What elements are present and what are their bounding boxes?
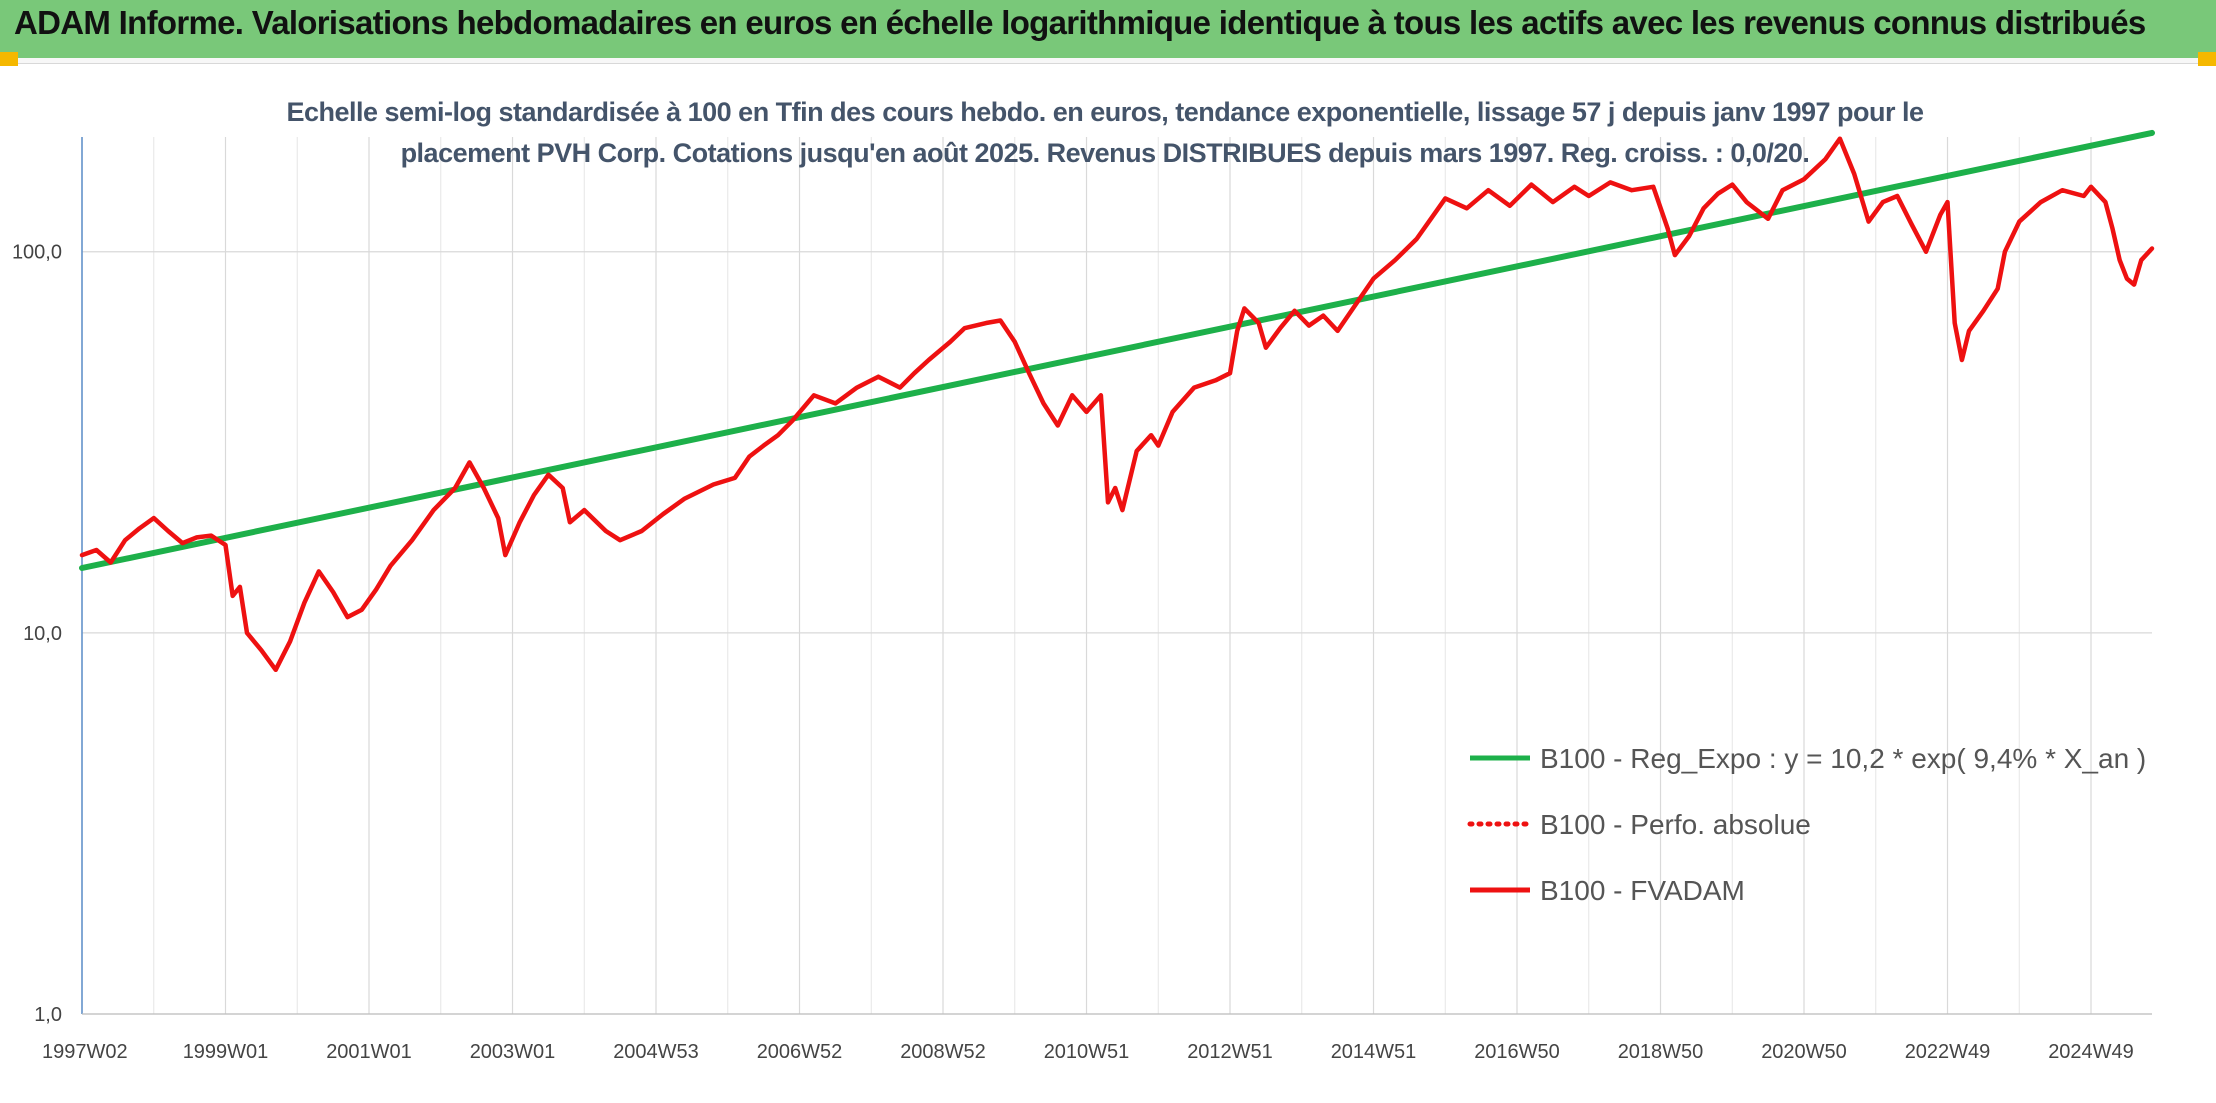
x-tick-label: 1997W02 (42, 1041, 128, 1063)
series-layer (79, 129, 2155, 673)
y-tick-label: 10,0 (23, 623, 62, 645)
x-tick-label: 2022W49 (1905, 1041, 1991, 1063)
legend-entry-label: B100 - FVADAM (1540, 875, 1745, 906)
legend-entry-label: B100 - Perfo. absolue (1540, 809, 1811, 840)
x-tick-label: 2014W51 (1331, 1041, 1417, 1063)
legend: B100 - Reg_Expo : y = 10,2 * exp( 9,4% *… (1467, 743, 2146, 906)
x-tick-label: 2008W52 (900, 1041, 986, 1063)
x-tick-label: 2012W51 (1187, 1041, 1273, 1063)
y-tick-label: 1,0 (34, 1004, 62, 1026)
legend-entry-label: B100 - Reg_Expo : y = 10,2 * exp( 9,4% *… (1540, 743, 2146, 774)
grid (81, 137, 2152, 1015)
x-tick-label: 2006W52 (757, 1041, 843, 1063)
x-tick-label: 2010W51 (1044, 1041, 1130, 1063)
series-line-reg-expo (79, 129, 2155, 571)
x-tick-label: 1999W01 (183, 1041, 269, 1063)
corner-marker-right (2198, 52, 2216, 66)
series-line-fvadam (79, 136, 2155, 673)
header-divider (0, 58, 2216, 64)
x-tick-label: 2003W01 (470, 1041, 556, 1063)
x-tick-label: 2018W50 (1618, 1041, 1704, 1063)
x-tick-label: 2004W53 (613, 1041, 699, 1063)
chart-title-line-2: placement PVH Corp. Cotations jusqu'en a… (400, 138, 1810, 168)
x-tick-label: 2001W01 (326, 1041, 412, 1063)
y-tick-label: 100,0 (12, 242, 62, 264)
chart-title-line-1: Echelle semi-log standardisée à 100 en T… (286, 97, 1924, 127)
x-tick-label: 2020W50 (1761, 1041, 1847, 1063)
report-title: ADAM Informe. Valorisations hebdomadaire… (14, 4, 2146, 41)
x-tick-label: 2016W50 (1474, 1041, 1560, 1063)
corner-marker-left (0, 52, 18, 66)
x-tick-label: 2024W49 (2048, 1041, 2134, 1063)
chart-title: Echelle semi-log standardisée à 100 en T… (140, 92, 2070, 174)
axes: 1,0 10,0 100,0 1997W02 1999W01 2001W01 2003W01… (12, 137, 2152, 1063)
report-header: ADAM Informe. Valorisations hebdomadaire… (0, 0, 2216, 58)
